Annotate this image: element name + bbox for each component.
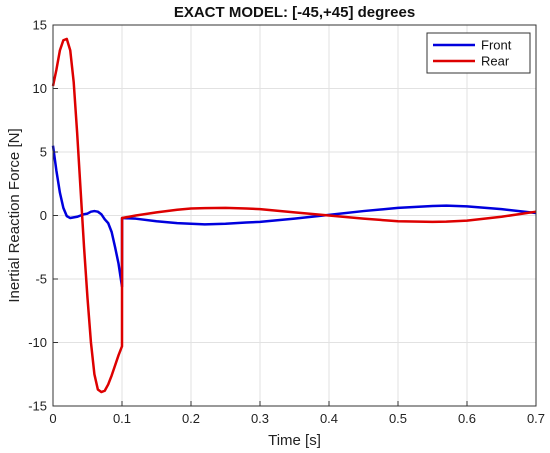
series-line-rear: [51, 37, 537, 394]
x-tick-label: 0.4: [320, 411, 338, 426]
y-tick-label: 5: [40, 145, 47, 160]
y-tick-label: 15: [33, 18, 47, 33]
x-tick-label: 0.5: [389, 411, 407, 426]
y-tick-label: -5: [35, 272, 47, 287]
grid: [52, 24, 537, 407]
y-tick-label: 10: [33, 81, 47, 96]
legend-label-front: Front: [481, 38, 512, 53]
x-tick-label: 0.6: [458, 411, 476, 426]
x-tick-label: 0.1: [113, 411, 131, 426]
series-lines: [51, 37, 537, 394]
chart-title: EXACT MODEL: [-45,+45] degrees: [174, 4, 415, 21]
tick-labels: 0 0.1 0.2 0.3 0.4 0.5 0.6 0.7 -15 -10 -5 0 5 10 15: [28, 18, 545, 427]
series-line-front: [51, 145, 537, 288]
x-tick-label: 0.3: [251, 411, 269, 426]
y-tick-label: -10: [28, 335, 47, 350]
x-axis-label: Time [s]: [268, 432, 321, 449]
legend-label-rear: Rear: [481, 54, 510, 69]
legend-box: [426, 32, 531, 74]
y-tick-label: -15: [28, 399, 47, 414]
y-axis-label: Inertial Reaction Force [N]: [6, 128, 23, 302]
x-tick-label: 0: [49, 411, 56, 426]
y-tick-label: 0: [40, 208, 47, 223]
x-tick-label: 0.2: [182, 411, 200, 426]
x-tick-label: 0.7: [527, 411, 545, 426]
